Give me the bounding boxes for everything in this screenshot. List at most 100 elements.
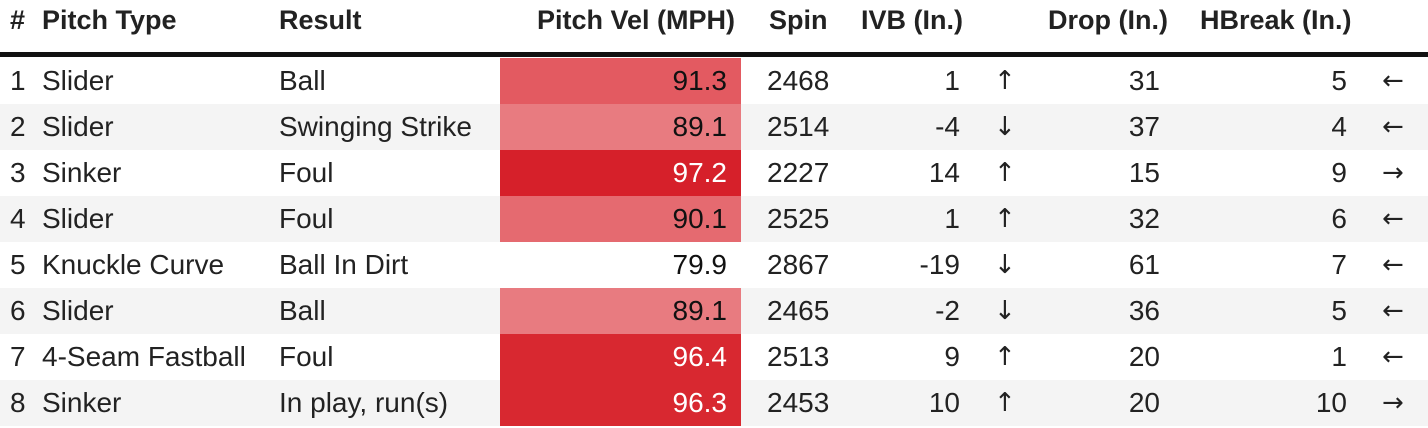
velocity-value: 89.1	[672, 295, 728, 326]
arrow-down-icon: ↓	[994, 112, 1016, 142]
velocity-value: 90.1	[672, 203, 728, 234]
hbreak-value: 10	[1315, 387, 1347, 418]
drop-value: 20	[1128, 341, 1160, 372]
hbreak-value: 5	[1331, 295, 1347, 326]
hbreak-value: 9	[1331, 157, 1347, 188]
pitch-type-cell: Slider	[42, 65, 114, 96]
result-cell: Swinging Strike	[279, 111, 472, 142]
arrow-down-icon: ↓	[994, 250, 1016, 280]
header-drop[interactable]: Drop (In.)	[1048, 5, 1168, 35]
hbreak-value: 4	[1331, 111, 1347, 142]
result-cell: Ball	[279, 295, 326, 326]
pitch-type-cell: Slider	[42, 295, 114, 326]
velocity-value: 96.3	[672, 387, 728, 418]
result-cell: Foul	[279, 157, 334, 188]
arrow-up-icon: ↑	[994, 66, 1016, 96]
header-spin[interactable]: Spin	[769, 5, 828, 35]
result-cell: Ball	[279, 65, 326, 96]
row-number: 8	[10, 387, 26, 418]
header-hbreak[interactable]: HBreak (In.)	[1200, 5, 1352, 35]
velocity-value: 89.1	[672, 111, 728, 142]
ivb-value: -4	[935, 111, 960, 142]
drop-value: 32	[1128, 203, 1160, 234]
drop-value: 15	[1128, 157, 1160, 188]
table-row: 6 Slider Ball 89.1 2465 -2 ↓ 36 5 ←	[0, 288, 1428, 334]
velocity-cell: 90.1	[500, 196, 741, 242]
result-cell: Foul	[279, 341, 334, 372]
table-row: 2 Slider Swinging Strike 89.1 2514 -4 ↓ 37 4 ←	[0, 104, 1428, 150]
pitch-type-cell: Sinker	[42, 157, 122, 188]
velocity-cell: 91.3	[500, 58, 741, 104]
drop-value: 31	[1128, 65, 1160, 96]
spin-cell: 2453	[767, 387, 830, 418]
velocity-cell: 89.1	[500, 288, 741, 334]
hbreak-value: 6	[1331, 203, 1347, 234]
arrow-right-icon: →	[1382, 158, 1404, 188]
pitch-type-cell: Knuckle Curve	[42, 249, 225, 280]
arrow-down-icon: ↓	[994, 296, 1016, 326]
table-row: 4 Slider Foul 90.1 2525 1 ↑ 32 6 ←	[0, 196, 1428, 242]
drop-value: 61	[1128, 249, 1160, 280]
spin-cell: 2513	[767, 341, 830, 372]
spin-cell: 2525	[767, 203, 830, 234]
velocity-value: 79.9	[672, 249, 728, 280]
result-cell: Ball In Dirt	[279, 249, 409, 280]
result-cell: In play, run(s)	[279, 387, 449, 418]
row-number: 6	[10, 295, 26, 326]
ivb-value: 14	[928, 157, 960, 188]
arrow-up-icon: ↑	[994, 342, 1016, 372]
ivb-value: -19	[919, 249, 960, 280]
drop-value: 20	[1128, 387, 1160, 418]
table-row: 7 4-Seam Fastball Foul 96.4 2513 9 ↑ 20 1 ←	[0, 334, 1428, 380]
arrow-up-icon: ↑	[994, 388, 1016, 418]
ivb-value: 9	[944, 341, 960, 372]
table-header: # Pitch Type Result Pitch Vel (MPH) Spin…	[0, 0, 1428, 57]
arrow-right-icon: →	[1382, 388, 1404, 418]
table-row: 3 Sinker Foul 97.2 2227 14 ↑ 15 9 →	[0, 150, 1428, 196]
arrow-left-icon: ←	[1382, 112, 1404, 142]
arrow-left-icon: ←	[1382, 296, 1404, 326]
velocity-cell: 96.4	[500, 334, 741, 380]
row-number: 1	[10, 65, 26, 96]
spin-cell: 2468	[767, 65, 830, 96]
row-number: 7	[10, 341, 26, 372]
header-result[interactable]: Result	[279, 5, 362, 35]
velocity-cell: 89.1	[500, 104, 741, 150]
table-row: 8 Sinker In play, run(s) 96.3 2453 10 ↑ 20 10 →	[0, 380, 1428, 426]
spin-cell: 2227	[767, 157, 830, 188]
pitch-type-cell: Slider	[42, 111, 114, 142]
header-pitch-velocity[interactable]: Pitch Vel (MPH)	[536, 5, 735, 35]
arrow-left-icon: ←	[1382, 250, 1404, 280]
velocity-cell: 97.2	[500, 150, 741, 196]
drop-value: 37	[1128, 111, 1160, 142]
drop-value: 36	[1128, 295, 1160, 326]
hbreak-value: 1	[1331, 341, 1347, 372]
header-ivb[interactable]: IVB (In.)	[861, 5, 963, 35]
ivb-value: 1	[944, 65, 960, 96]
spin-cell: 2867	[767, 249, 830, 280]
row-number: 4	[10, 203, 26, 234]
table-row: 5 Knuckle Curve Ball In Dirt 79.9 2867 -19 ↓ 61…	[0, 242, 1428, 288]
arrow-up-icon: ↑	[994, 158, 1016, 188]
pitch-type-cell: Slider	[42, 203, 114, 234]
ivb-value: 1	[944, 203, 960, 234]
row-number: 5	[10, 249, 26, 280]
row-number: 3	[10, 157, 26, 188]
hbreak-value: 5	[1331, 65, 1347, 96]
header-num[interactable]: #	[10, 5, 26, 35]
spin-cell: 2514	[767, 111, 830, 142]
velocity-value: 97.2	[672, 157, 728, 188]
header-pitch-type[interactable]: Pitch Type	[42, 5, 177, 35]
velocity-cell: 96.3	[500, 380, 741, 426]
result-cell: Foul	[279, 203, 334, 234]
ivb-value: -2	[935, 295, 960, 326]
velocity-cell: 79.9	[500, 242, 741, 288]
row-number: 2	[10, 111, 26, 142]
hbreak-value: 7	[1331, 249, 1347, 280]
arrow-up-icon: ↑	[994, 204, 1016, 234]
table-row: 1 Slider Ball 91.3 2468 1 ↑ 31 5 ←	[0, 58, 1428, 104]
arrow-left-icon: ←	[1382, 342, 1404, 372]
arrow-left-icon: ←	[1382, 66, 1404, 96]
pitch-type-cell: 4-Seam Fastball	[42, 341, 246, 372]
